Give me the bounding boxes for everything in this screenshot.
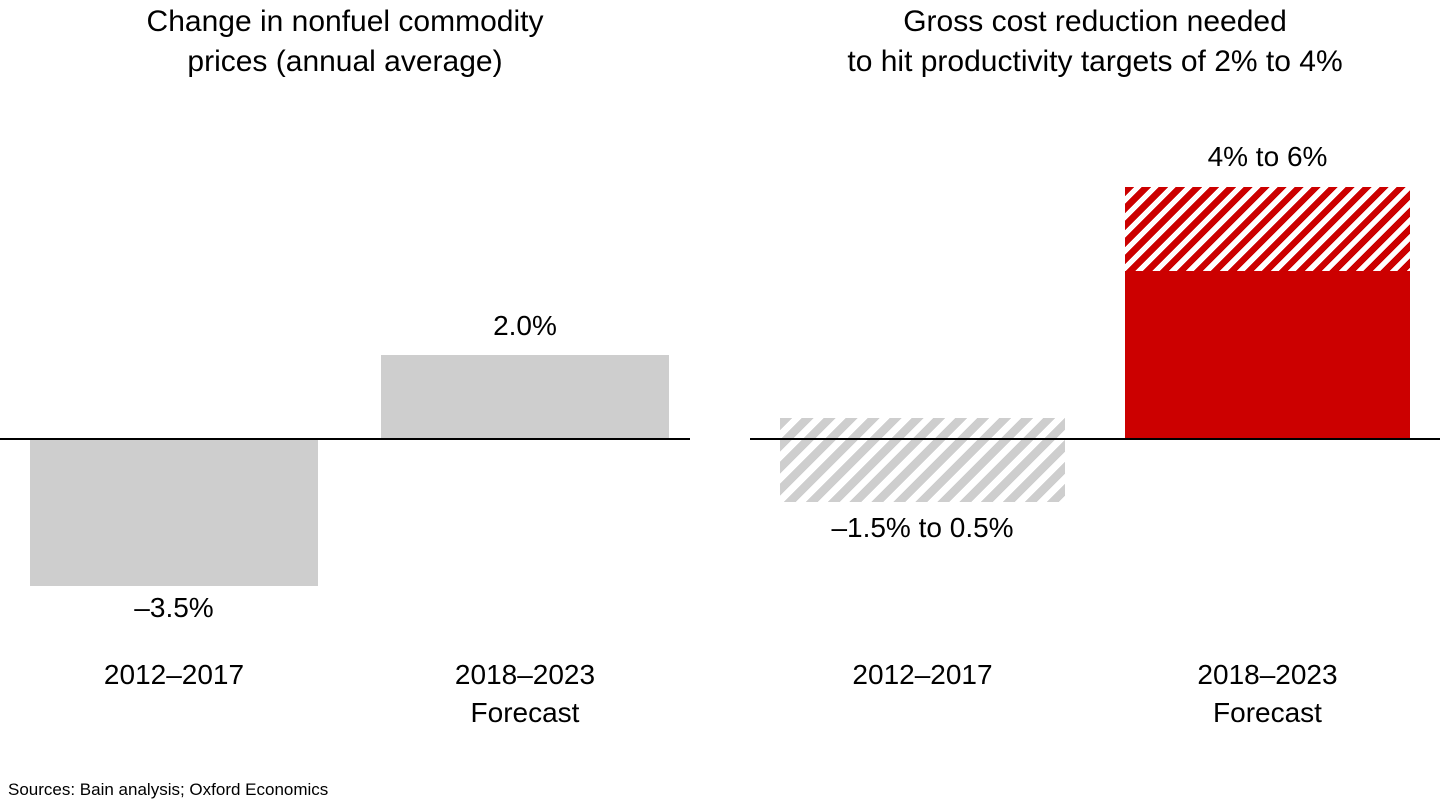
value-label-left-2018-2023: 2.0% (493, 310, 557, 341)
value-label-left-2012-2017: –3.5% (134, 592, 214, 623)
bar-right-2018-2023-hatched (1125, 187, 1410, 271)
bar-right-2018-2023-solid (1125, 271, 1410, 439)
source-note: Sources: Bain analysis; Oxford Economics (8, 780, 329, 799)
bar-right-2012-2017-hatched (780, 418, 1065, 502)
bar-left-2012-2017 (30, 439, 318, 586)
value-label-right-2018-2023: 4% to 6% (1207, 141, 1328, 172)
category-label-right-2012-2017: 2012–2017 (852, 659, 993, 690)
left-x-axis-line (0, 438, 690, 440)
value-label-right-2012-2017: –1.5% to 0.5% (831, 512, 1014, 543)
right-chart-title: Gross cost reduction needed to hit produ… (847, 5, 1343, 78)
category-label-right-2018-2023: 2018–2023 Forecast (1197, 659, 1338, 728)
right-x-axis-line (750, 438, 1440, 440)
left-chart-title: Change in nonfuel commodity prices (annu… (146, 5, 544, 78)
category-label-left-2012-2017: 2012–2017 (103, 659, 245, 690)
category-label-left-2018-2023: 2018–2023 Forecast (454, 659, 596, 728)
bar-left-2018-2023 (381, 355, 669, 439)
